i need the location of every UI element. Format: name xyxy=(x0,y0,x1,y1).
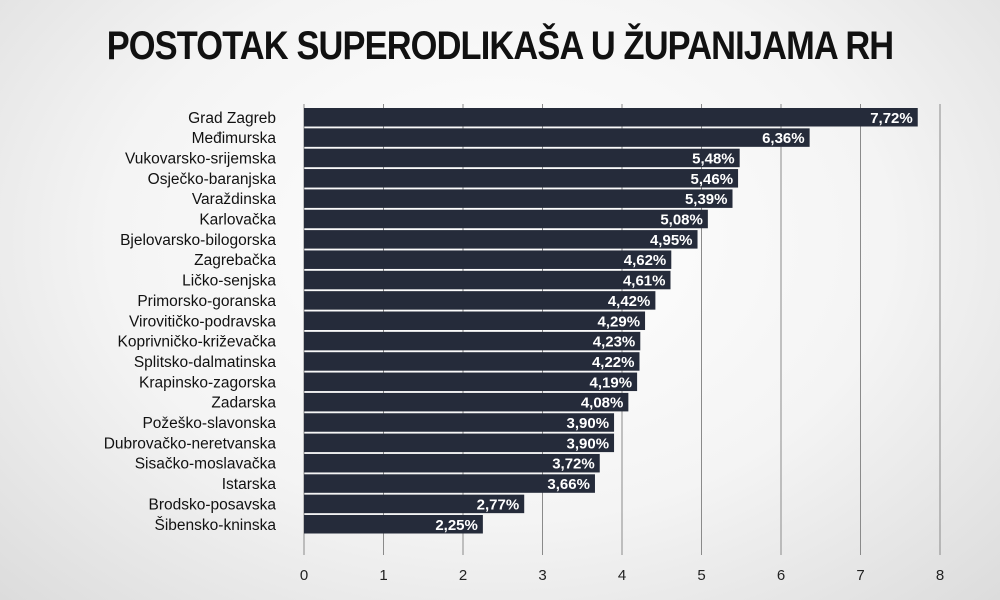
bar xyxy=(304,189,733,208)
data-label: 4,23% xyxy=(593,334,636,351)
category-label: Dubrovačko-neretvanska xyxy=(104,435,277,452)
data-label: 4,19% xyxy=(590,374,633,391)
data-label: 5,08% xyxy=(660,212,703,229)
category-label: Istarska xyxy=(222,476,277,493)
bar xyxy=(304,230,698,249)
x-axis-tick-labels: 0 1 2 3 4 5 6 7 8 xyxy=(300,567,944,584)
data-label: 3,90% xyxy=(567,415,610,432)
bar xyxy=(304,352,640,371)
category-label: Vukovarsko-srijemska xyxy=(125,150,276,167)
data-label: 5,39% xyxy=(685,191,728,208)
bar xyxy=(304,209,708,229)
category-label: Požeško-slavonska xyxy=(142,415,276,432)
data-label: 5,46% xyxy=(691,171,734,188)
category-labels: Grad Zagreb Međimurska Vukovarsko-srijemsk… xyxy=(104,110,277,534)
category-label: Grad Zagreb xyxy=(188,110,276,127)
bars: 7,72% 6,36% 5,48% 5,46% 5,39% 5,08% 4,95% 4,62%… xyxy=(304,108,918,534)
x-tick-label: 3 xyxy=(538,567,546,584)
data-label: 4,42% xyxy=(608,293,651,310)
data-label: 4,29% xyxy=(598,313,641,330)
data-label: 6,36% xyxy=(762,130,805,147)
category-label: Koprivničko-križevačka xyxy=(118,334,277,351)
x-tick-label: 8 xyxy=(936,567,944,584)
x-tick-label: 6 xyxy=(777,567,785,584)
data-label: 5,48% xyxy=(692,150,735,167)
data-label: 4,22% xyxy=(592,354,635,371)
bar xyxy=(304,108,918,127)
bar xyxy=(304,392,629,412)
bar xyxy=(304,311,646,330)
bar xyxy=(304,128,810,147)
bar xyxy=(304,372,638,392)
category-label: Šibensko-kninska xyxy=(155,517,277,534)
bar xyxy=(304,291,656,310)
bar xyxy=(304,148,740,168)
category-label: Karlovačka xyxy=(199,212,276,229)
bar xyxy=(304,433,615,453)
chart-title: POSTOTAK SUPERODLIKAŠA U ŽUPANIJAMA RH xyxy=(106,24,894,68)
category-label: Krapinsko-zagorska xyxy=(139,374,276,391)
x-tick-label: 5 xyxy=(697,567,705,584)
data-label: 4,61% xyxy=(623,273,666,290)
bar xyxy=(304,250,672,269)
category-label: Virovitičko-podravska xyxy=(129,313,276,330)
category-label: Zadarska xyxy=(211,395,276,412)
x-tick-label: 2 xyxy=(459,567,467,584)
data-label: 4,62% xyxy=(624,252,667,269)
category-label: Međimurska xyxy=(192,130,277,147)
category-label: Primorsko-goranska xyxy=(137,293,276,310)
bar xyxy=(304,331,641,351)
x-tick-label: 7 xyxy=(856,567,864,584)
data-label: 2,77% xyxy=(477,496,520,513)
category-label: Osječko-baranjska xyxy=(148,171,277,188)
category-label: Zagrebačka xyxy=(194,252,276,269)
category-label: Varaždinska xyxy=(192,191,277,208)
bar xyxy=(304,474,595,493)
data-label: 7,72% xyxy=(870,110,913,127)
category-label: Brodsko-posavska xyxy=(148,496,276,513)
data-label: 4,95% xyxy=(650,232,693,249)
category-label: Sisačko-moslavačka xyxy=(135,456,277,473)
bar xyxy=(304,494,525,514)
category-label: Ličko-senjska xyxy=(182,273,276,290)
x-tick-label: 0 xyxy=(300,567,308,584)
data-label: 3,66% xyxy=(547,476,590,493)
bar xyxy=(304,515,483,534)
bar xyxy=(304,453,600,473)
x-tick-label: 1 xyxy=(379,567,387,584)
data-label: 3,90% xyxy=(567,435,610,452)
bar xyxy=(304,270,671,290)
bar xyxy=(304,169,739,188)
data-label: 4,08% xyxy=(581,395,624,412)
x-tick-label: 4 xyxy=(618,567,626,584)
data-label: 2,25% xyxy=(435,517,478,534)
data-label: 3,72% xyxy=(552,456,595,473)
bar xyxy=(304,413,615,432)
category-label: Bjelovarsko-bilogorska xyxy=(120,232,276,249)
category-label: Splitsko-dalmatinska xyxy=(134,354,277,371)
